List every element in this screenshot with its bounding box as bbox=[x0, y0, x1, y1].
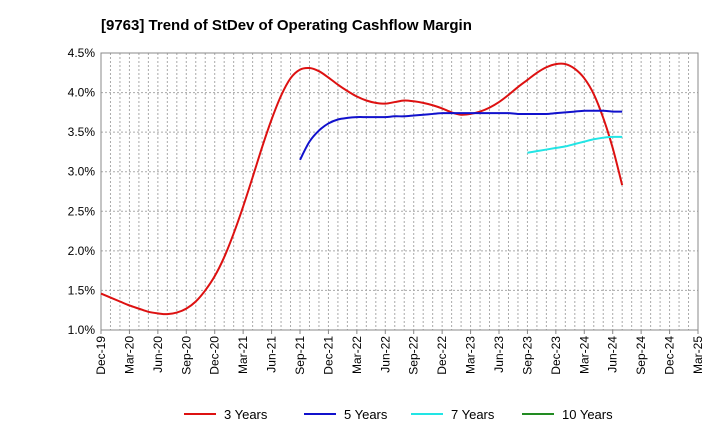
y-tick-label: 3.0% bbox=[68, 165, 96, 179]
y-tick-label: 4.0% bbox=[68, 86, 96, 100]
x-tick-label: Mar-21 bbox=[236, 336, 250, 374]
legend-label: 3 Years bbox=[224, 407, 268, 422]
legend-label: 5 Years bbox=[344, 407, 388, 422]
y-tick-label: 1.5% bbox=[68, 283, 96, 297]
x-tick-label: Mar-25 bbox=[691, 336, 705, 374]
legend-label: 7 Years bbox=[451, 407, 495, 422]
y-tick-label: 1.0% bbox=[68, 323, 96, 337]
y-tick-label: 2.0% bbox=[68, 244, 96, 258]
x-tick-label: Mar-22 bbox=[350, 336, 364, 374]
x-tick-label: Dec-24 bbox=[663, 336, 677, 375]
x-tick-label: Jun-23 bbox=[492, 336, 506, 373]
x-tick-label: Dec-23 bbox=[549, 336, 563, 375]
legend: 3 Years 5 Years 7 Years 10 Years bbox=[184, 407, 613, 422]
x-tick-label: Sep-22 bbox=[407, 336, 421, 375]
y-tick-label: 4.5% bbox=[68, 46, 96, 60]
series-lines bbox=[100, 62, 624, 316]
x-tick-label: Dec-19 bbox=[94, 336, 108, 375]
x-tick-label: Jun-22 bbox=[378, 336, 392, 373]
x-tick-label: Sep-24 bbox=[634, 336, 648, 375]
series-line-5-years bbox=[299, 109, 623, 161]
x-tick-label: Dec-22 bbox=[435, 336, 449, 375]
x-tick-label: Sep-23 bbox=[520, 336, 534, 375]
y-tick-label: 3.5% bbox=[68, 125, 96, 139]
chart-title: [9763] Trend of StDev of Operating Cashf… bbox=[101, 17, 472, 34]
y-tick-label: 2.5% bbox=[68, 204, 96, 218]
x-axis: Dec-19 Mar-20 Jun-20 Sep-20 Dec-20 Mar-21 Jun-… bbox=[94, 330, 705, 375]
series-line-3-years bbox=[100, 62, 624, 316]
legend-label: 10 Years bbox=[562, 407, 613, 422]
x-tick-label: Mar-24 bbox=[577, 336, 591, 374]
x-tick-label: Mar-20 bbox=[122, 336, 136, 374]
x-tick-label: Sep-20 bbox=[179, 336, 193, 375]
x-tick-label: Sep-21 bbox=[293, 336, 307, 375]
series-line-7-years bbox=[527, 135, 623, 154]
x-tick-label: Dec-20 bbox=[208, 336, 222, 375]
x-tick-label: Jun-21 bbox=[265, 336, 279, 373]
plot-area bbox=[100, 52, 699, 331]
x-tick-label: Jun-24 bbox=[606, 336, 620, 373]
x-tick-label: Mar-23 bbox=[464, 336, 478, 374]
x-tick-label: Jun-20 bbox=[151, 336, 165, 373]
x-tick-label: Dec-21 bbox=[321, 336, 335, 375]
grid bbox=[100, 52, 699, 331]
y-axis: 1.0% 1.5% 2.0% 2.5% 3.0% 3.5% 4.0% 4.5% bbox=[68, 46, 96, 337]
